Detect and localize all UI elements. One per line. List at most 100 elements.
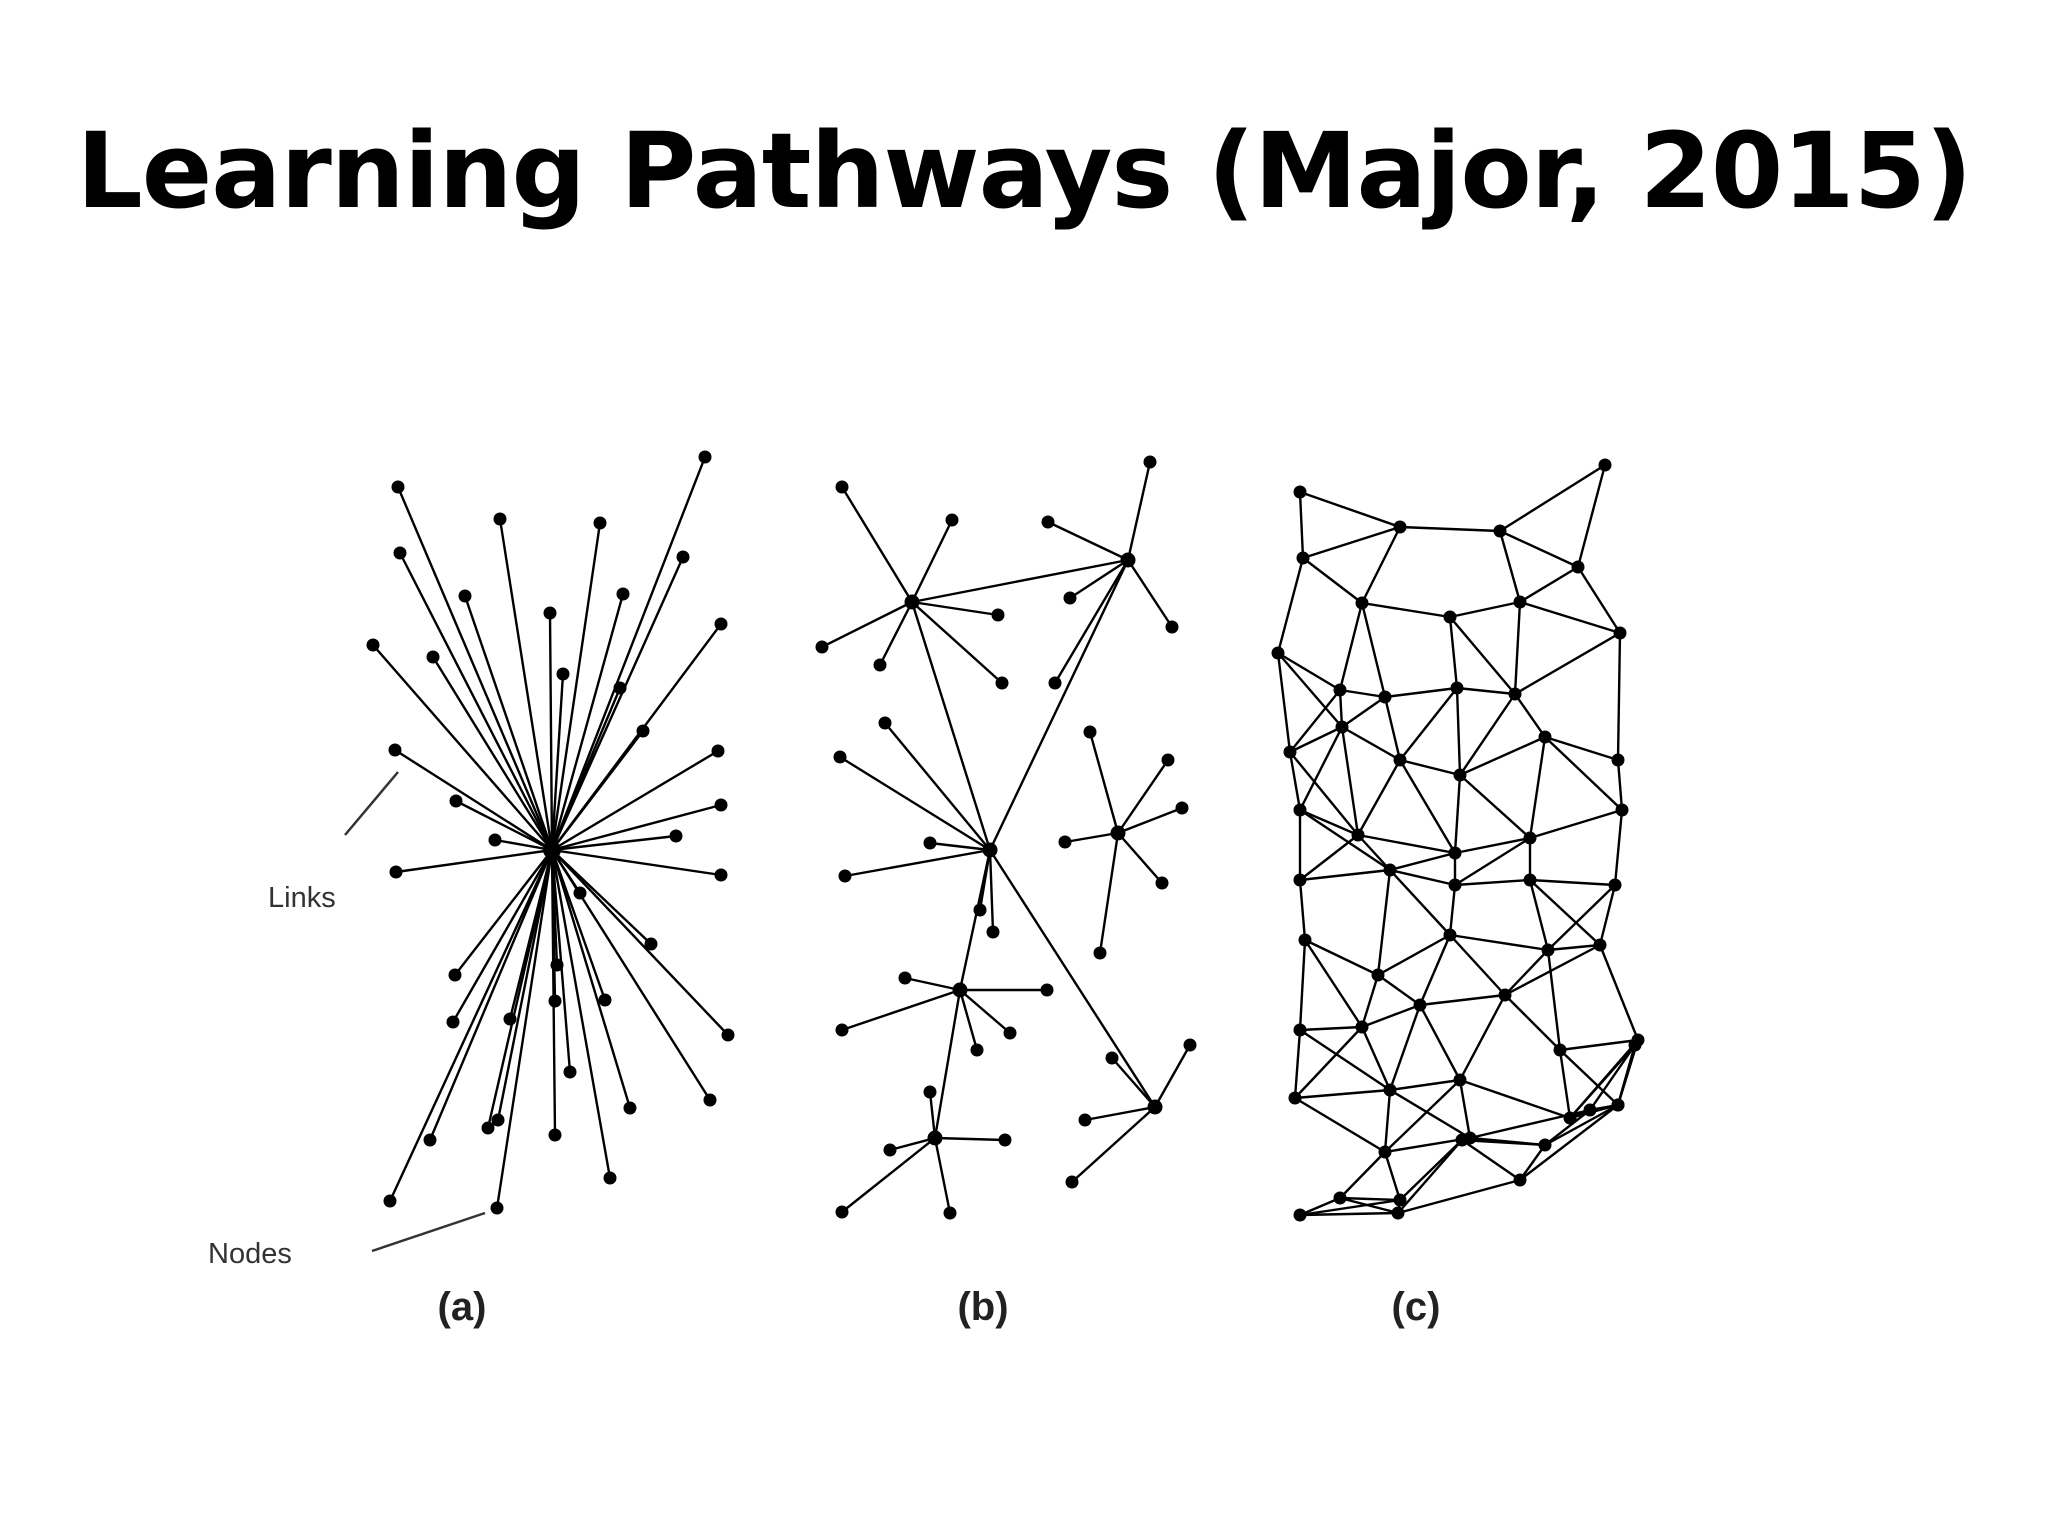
link-b-17: [928, 841, 992, 852]
link-c-114: [1388, 1088, 1472, 1140]
link-c-76: [1598, 883, 1617, 947]
node-a-17: [488, 833, 502, 847]
node-c-38: [1413, 998, 1427, 1012]
link-c-81: [1546, 943, 1602, 952]
node-a-31: [563, 1065, 577, 1079]
link-c-9: [1301, 556, 1364, 605]
node-c-24: [1523, 831, 1537, 845]
link-c-85: [1360, 973, 1380, 1029]
link-b-7: [910, 600, 992, 852]
node-a-22: [714, 868, 728, 882]
link-a-27: [550, 848, 607, 1002]
link-c-12: [1518, 565, 1580, 604]
link-b-36: [1070, 1105, 1157, 1184]
slide-title: Learning Pathways (Major, 2015): [76, 110, 1973, 232]
caption-b: (b): [957, 1285, 1008, 1329]
node-b-16: [838, 869, 852, 883]
node-b-23: [1161, 753, 1175, 767]
link-c-102: [1388, 1003, 1422, 1092]
link-b-32: [958, 988, 979, 1052]
link-c-34: [1513, 692, 1547, 739]
link-c-72: [1376, 868, 1392, 977]
link-c-35: [1458, 692, 1517, 777]
link-c-83: [1303, 938, 1364, 1029]
link-c-27: [1276, 651, 1292, 754]
link-c-66: [1298, 868, 1392, 882]
link-c-40: [1458, 735, 1547, 777]
node-b-8: [1143, 455, 1157, 469]
node-c-45: [1563, 1111, 1577, 1125]
link-c-31: [1383, 695, 1402, 762]
link-a-10: [431, 655, 554, 852]
link-c-64: [1453, 836, 1532, 887]
node-c-51: [1333, 1191, 1347, 1205]
node-a-26: [448, 968, 462, 982]
node-b-32: [970, 1043, 984, 1057]
link-b-12: [1053, 558, 1130, 685]
link-b-23: [1116, 758, 1170, 835]
link-c-75: [1528, 878, 1602, 947]
node-c-43: [1383, 1083, 1397, 1097]
link-c-5: [1301, 525, 1402, 560]
node-b-4: [995, 676, 1009, 690]
node-b-35: [1078, 1113, 1092, 1127]
hub-node-b-h2: [1120, 552, 1136, 568]
link-c-113: [1383, 1088, 1392, 1154]
link-c-51: [1543, 735, 1624, 812]
node-b-39: [998, 1133, 1012, 1147]
node-c-32: [1371, 968, 1385, 982]
link-a-32: [496, 848, 554, 1122]
node-a-25: [550, 958, 564, 972]
link-c-138: [1298, 1198, 1402, 1217]
node-c-11: [1378, 690, 1392, 704]
link-c-77: [1546, 883, 1617, 952]
link-b-5: [910, 600, 1000, 617]
link-b-31: [958, 988, 1012, 1035]
node-b-41: [943, 1206, 957, 1220]
node-c-7: [1513, 595, 1527, 609]
node-b-19: [973, 903, 987, 917]
node-b-22: [1083, 725, 1097, 739]
link-c-3: [1298, 490, 1305, 560]
caption-a: (a): [438, 1285, 487, 1329]
link-c-144: [1396, 1178, 1522, 1215]
node-c-1: [1393, 520, 1407, 534]
link-c-45: [1340, 725, 1360, 837]
link-b-15: [838, 755, 992, 852]
link-c-22: [1338, 688, 1387, 699]
node-a-7: [616, 587, 630, 601]
link-c-62: [1388, 851, 1457, 872]
link-a-8: [550, 555, 685, 852]
link-a-33: [550, 848, 632, 1110]
node-a-28: [503, 1012, 517, 1026]
node-a-14: [636, 724, 650, 738]
link-c-129: [1543, 1108, 1592, 1147]
node-a-6: [543, 606, 557, 620]
link-c-18: [1513, 600, 1522, 696]
link-c-95: [1503, 993, 1562, 1052]
node-a-21: [669, 829, 683, 843]
link-c-93: [1360, 1003, 1422, 1029]
node-a-20: [389, 865, 403, 879]
link-c-87: [1448, 933, 1507, 997]
link-c-21: [1276, 651, 1342, 692]
link-c-92: [1298, 1025, 1364, 1032]
node-b-17: [923, 836, 937, 850]
link-b-6: [910, 558, 1130, 604]
link-c-89: [1546, 948, 1562, 1052]
node-b-0: [835, 480, 849, 494]
panel-a-centralized-network: [366, 450, 735, 1215]
link-c-110: [1458, 1078, 1572, 1120]
node-a-16: [449, 794, 463, 808]
link-a-19: [550, 803, 723, 852]
link-c-130: [1616, 1043, 1637, 1107]
link-a-21: [550, 834, 678, 852]
node-b-10: [1063, 591, 1077, 605]
hub-node-b-h6: [1147, 1099, 1163, 1115]
node-c-56: [1293, 1208, 1307, 1222]
link-b-13: [988, 558, 1130, 852]
links-label: Links: [268, 882, 336, 914]
link-c-65: [1613, 808, 1624, 887]
node-a-39: [383, 1194, 397, 1208]
